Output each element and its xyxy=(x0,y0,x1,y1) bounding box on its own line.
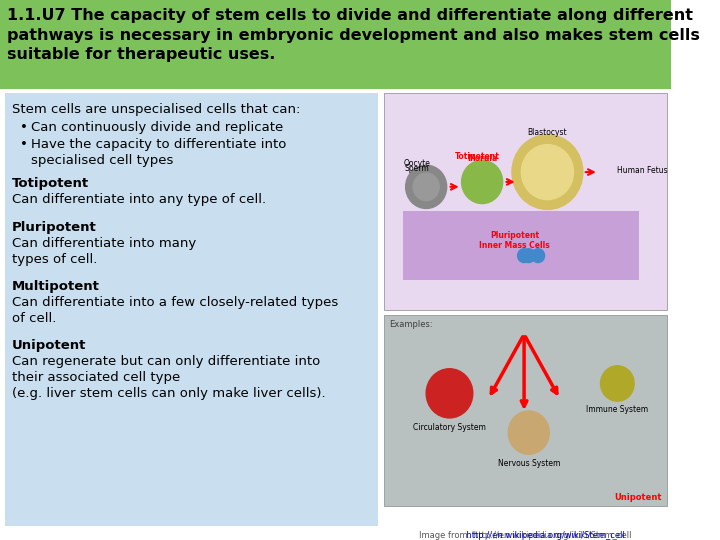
Text: Unipotent: Unipotent xyxy=(615,492,662,502)
Text: •: • xyxy=(19,121,27,134)
Text: Blastocyst: Blastocyst xyxy=(528,128,567,137)
Text: Can regenerate but can only differentiate into
their associated cell type
(e.g. : Can regenerate but can only differentiat… xyxy=(12,355,325,400)
Circle shape xyxy=(522,249,535,262)
Text: Pluripotent: Pluripotent xyxy=(12,221,97,234)
FancyBboxPatch shape xyxy=(384,315,667,507)
Text: Oocyte: Oocyte xyxy=(403,159,431,168)
Text: Multipotent: Multipotent xyxy=(12,280,100,293)
Text: http://en.wikipedia.org/wiki/Stem_cell: http://en.wikipedia.org/wiki/Stem_cell xyxy=(428,531,626,540)
Text: Pluripotent
Inner Mass Cells: Pluripotent Inner Mass Cells xyxy=(480,231,550,251)
FancyBboxPatch shape xyxy=(384,93,667,310)
Text: Sperm: Sperm xyxy=(405,164,429,173)
Text: Can differentiate into many
types of cell.: Can differentiate into many types of cel… xyxy=(12,237,197,266)
Circle shape xyxy=(405,165,446,208)
Text: •: • xyxy=(19,138,27,151)
Text: Immune System: Immune System xyxy=(586,405,649,414)
Text: Totipotent: Totipotent xyxy=(12,177,89,190)
Text: Morula: Morula xyxy=(467,154,498,164)
Text: Nervous System: Nervous System xyxy=(498,459,560,468)
Text: Totipotent: Totipotent xyxy=(455,152,500,161)
Text: Circulatory System: Circulatory System xyxy=(413,423,486,432)
Text: Can differentiate into a few closely-related types
of cell.: Can differentiate into a few closely-rel… xyxy=(12,296,338,325)
Circle shape xyxy=(518,249,531,262)
FancyBboxPatch shape xyxy=(0,0,672,89)
FancyBboxPatch shape xyxy=(403,212,639,280)
Text: 1.1.U7 The capacity of stem cells to divide and differentiate along different
pa: 1.1.U7 The capacity of stem cells to div… xyxy=(7,8,701,63)
Circle shape xyxy=(462,160,503,204)
Text: Human Fetus: Human Fetus xyxy=(617,166,668,174)
FancyBboxPatch shape xyxy=(4,93,378,526)
Text: Can continuously divide and replicate: Can continuously divide and replicate xyxy=(31,121,283,134)
Circle shape xyxy=(531,249,544,262)
Circle shape xyxy=(600,366,634,401)
Text: Stem cells are unspecialised cells that can:: Stem cells are unspecialised cells that … xyxy=(12,103,300,116)
Circle shape xyxy=(426,369,473,418)
Text: Examples:: Examples: xyxy=(389,320,433,328)
Text: Unipotent: Unipotent xyxy=(12,339,86,352)
Text: Can differentiate into any type of cell.: Can differentiate into any type of cell. xyxy=(12,193,266,206)
Text: Image from: http://en.wikipedia.org/wiki/Stem_cell: Image from: http://en.wikipedia.org/wiki… xyxy=(419,531,631,540)
Text: Have the capacity to differentiate into
specialised cell types: Have the capacity to differentiate into … xyxy=(31,138,286,167)
Circle shape xyxy=(512,134,582,210)
Circle shape xyxy=(521,145,574,200)
Circle shape xyxy=(413,173,439,200)
Circle shape xyxy=(508,411,549,454)
